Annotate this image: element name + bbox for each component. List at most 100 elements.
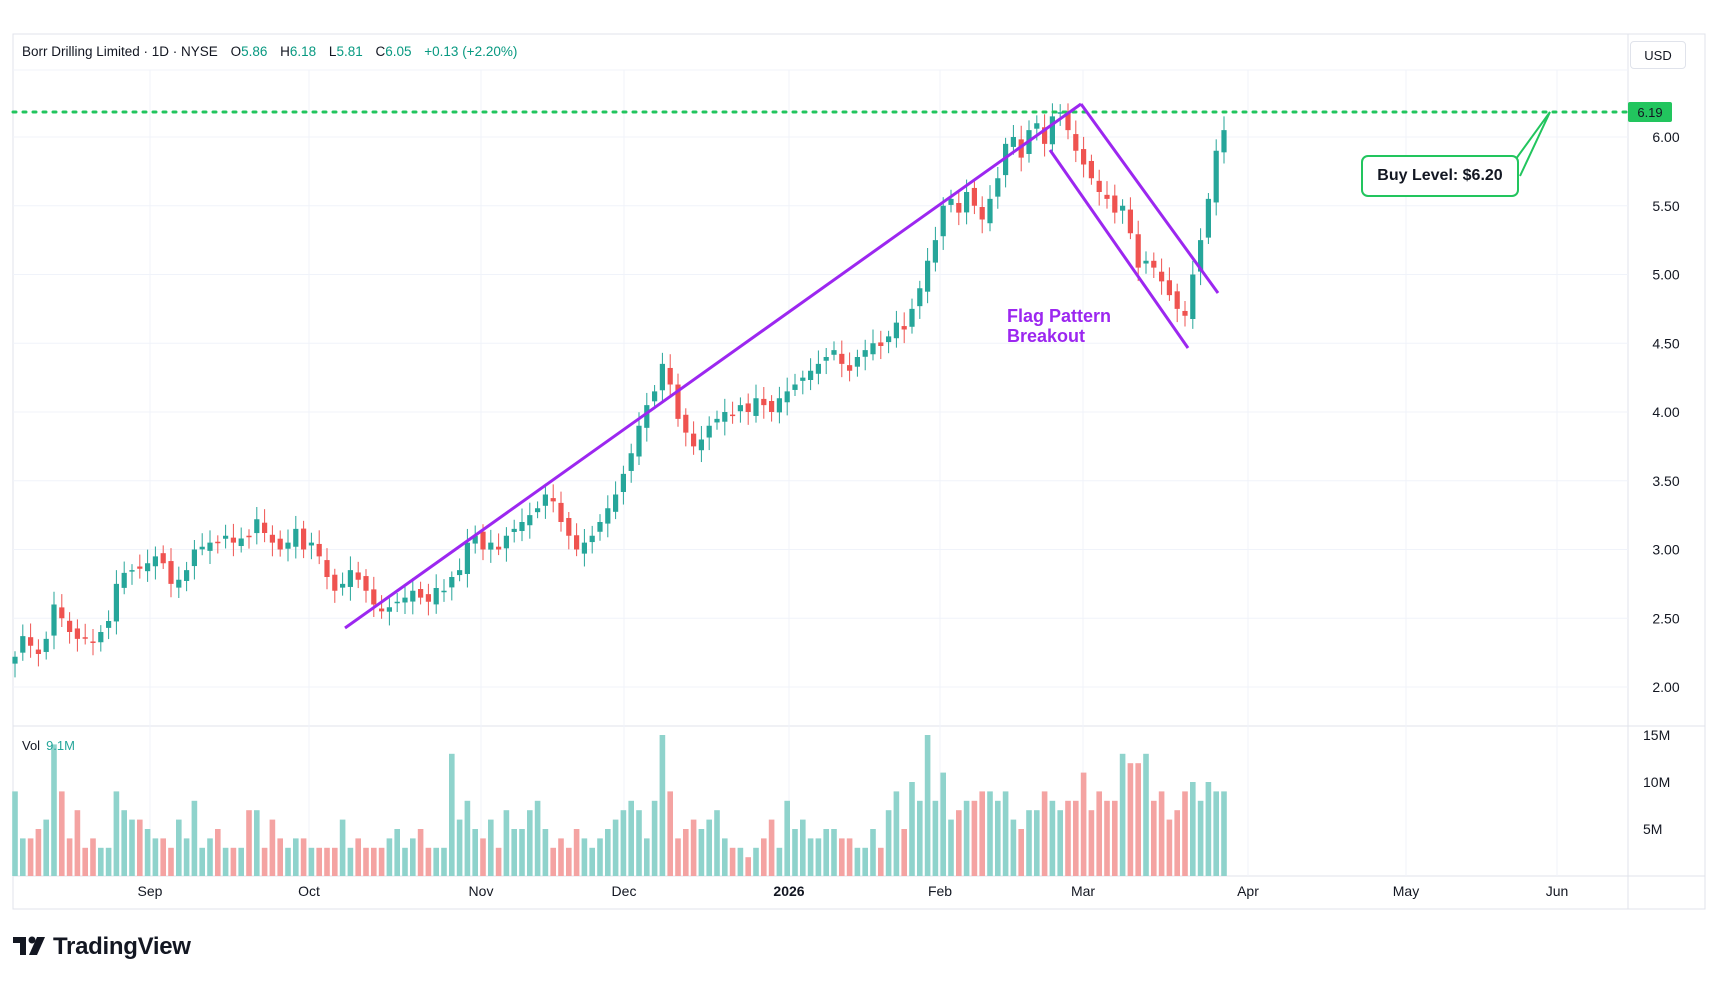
candle-body: [862, 350, 868, 357]
volume-bar: [1221, 791, 1227, 876]
flag-label-line2: Breakout: [1007, 326, 1086, 346]
volume-bar: [839, 838, 845, 876]
brand-logo[interactable]: TradingView: [13, 933, 191, 961]
candle-body: [987, 198, 993, 224]
candle-body: [1065, 112, 1071, 131]
candle-body: [285, 542, 291, 549]
volume-bar: [651, 800, 658, 876]
volume-bar: [612, 819, 619, 876]
candle-body: [1018, 139, 1024, 158]
volume-bar: [1119, 753, 1126, 876]
candle-body: [386, 607, 392, 612]
candle-body: [527, 515, 533, 526]
volume-bar: [1135, 763, 1141, 876]
candle-body: [332, 574, 338, 591]
volume-bar: [1080, 772, 1087, 876]
candle-body: [706, 425, 712, 438]
volume-tick-label: 5M: [1643, 821, 1662, 837]
volume-bar: [589, 847, 595, 876]
candle-body: [184, 570, 190, 581]
candle-body: [847, 365, 853, 371]
candle-body: [425, 594, 431, 602]
candle-body: [1112, 195, 1118, 213]
time-tick-label: Nov: [469, 883, 494, 899]
flag-upper-line: [1079, 103, 1220, 294]
candle-body: [839, 353, 845, 364]
volume-bar: [761, 838, 767, 876]
candle-body: [909, 308, 915, 327]
currency-button[interactable]: USD: [1630, 41, 1686, 69]
volume-bar: [800, 819, 806, 876]
candle-body: [761, 398, 767, 406]
volume-bar: [1174, 810, 1180, 876]
time-tick-label: Sep: [138, 883, 163, 899]
volume-bar: [534, 800, 541, 876]
volume-bar: [238, 847, 244, 876]
volume-bar: [66, 838, 73, 876]
candle-body: [917, 288, 923, 307]
candle-body: [1096, 180, 1102, 192]
volume-bar: [1018, 829, 1024, 876]
candle-body: [82, 637, 88, 639]
volume-bar: [1096, 791, 1102, 876]
candle-body: [620, 473, 626, 492]
candle-body: [971, 187, 977, 206]
candle-body: [223, 535, 229, 539]
volume-bar: [285, 847, 291, 876]
volume-axis: 5M 10M 15M: [1643, 727, 1670, 837]
volume-bar: [979, 791, 985, 876]
candle-body: [464, 542, 470, 574]
volume-bar: [215, 829, 221, 876]
volume-bar: [464, 800, 471, 876]
candle-body: [893, 322, 899, 339]
candle-body: [215, 541, 221, 544]
volume-bar: [932, 800, 939, 876]
time-tick-label: Dec: [612, 883, 637, 899]
candle-body: [1081, 149, 1087, 165]
volume-bar: [597, 838, 603, 876]
candle-body: [558, 502, 564, 522]
candle-body: [698, 439, 704, 451]
candle-body: [347, 570, 353, 587]
volume-bar: [1104, 800, 1110, 876]
price-tick-label: 4.50: [1652, 335, 1679, 351]
candle-body: [28, 637, 34, 646]
candle-body: [581, 542, 587, 554]
high-value: 6.18: [289, 44, 317, 59]
volume-bar: [1073, 800, 1079, 876]
candle-body: [940, 205, 946, 237]
volume-bar: [893, 791, 900, 876]
time-tick-label: Mar: [1071, 883, 1095, 899]
candle-body: [20, 636, 26, 653]
candle-body: [808, 370, 814, 380]
volume-bar: [168, 847, 174, 876]
volume-bar: [98, 847, 104, 876]
candle-body: [269, 534, 275, 543]
candle-body: [776, 398, 782, 413]
volume-bar: [222, 847, 229, 876]
volume-bar: [1158, 791, 1165, 876]
volume-bar: [620, 810, 627, 876]
volume-bar: [105, 847, 112, 876]
candle-body: [308, 542, 314, 546]
volume-bar: [581, 838, 588, 876]
volume-bar: [768, 819, 775, 876]
candle-body: [878, 342, 884, 346]
volume-bar: [59, 791, 65, 876]
volume-bar: [371, 847, 377, 876]
volume-bar: [230, 847, 237, 876]
volume-bar: [74, 810, 81, 876]
close-label: C: [375, 44, 386, 59]
candle-body: [605, 508, 611, 524]
volume-bar: [1213, 791, 1219, 876]
volume-bar: [90, 838, 96, 876]
volume-bar: [394, 829, 400, 876]
candle-body: [636, 425, 642, 457]
candle-body: [90, 641, 96, 643]
candle-body: [550, 498, 556, 502]
volume-bar: [113, 791, 120, 876]
volume-bar: [82, 847, 88, 876]
volume-bar: [862, 847, 868, 876]
volume-bar: [1010, 819, 1017, 876]
